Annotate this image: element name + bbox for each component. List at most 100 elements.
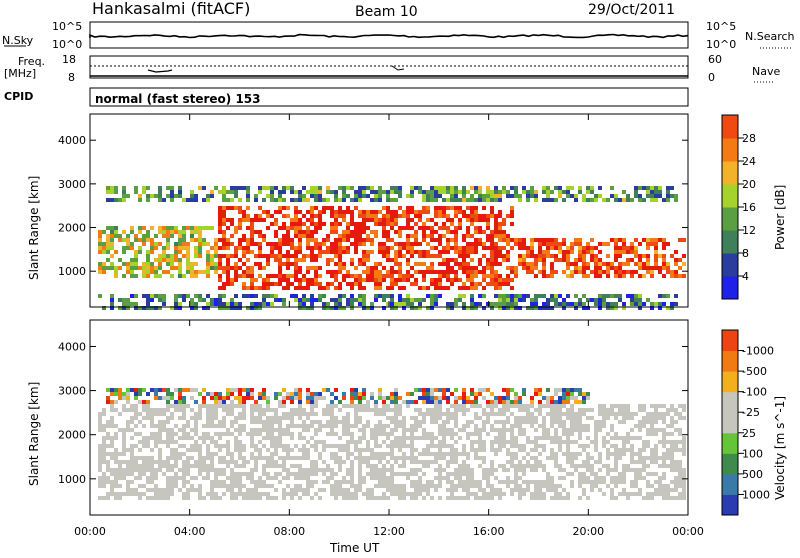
power-cell — [238, 238, 242, 242]
power-cell — [130, 294, 134, 298]
velocity-cell — [418, 484, 422, 488]
power-cell — [286, 242, 290, 246]
velocity-cell — [102, 436, 106, 440]
power-cell — [294, 226, 298, 230]
power-cell — [278, 278, 282, 282]
power-cell — [162, 250, 166, 254]
velocity-cell — [214, 392, 218, 396]
velocity-cell — [214, 452, 218, 456]
velocity-cell — [450, 484, 454, 488]
velocity-cell — [494, 420, 498, 424]
velocity-cell — [298, 476, 302, 480]
power-cell — [582, 198, 586, 202]
power-cell — [154, 242, 158, 246]
power-cell — [654, 250, 658, 254]
power-cell — [98, 234, 102, 238]
power-cell — [358, 194, 362, 198]
power-cell — [250, 270, 254, 274]
power-cell — [470, 258, 474, 262]
power-cell — [634, 250, 638, 254]
velocity-cell — [418, 488, 422, 492]
power-cell — [410, 226, 414, 230]
velocity-cell — [642, 448, 646, 452]
velocity-cell — [478, 388, 482, 392]
power-cell — [518, 258, 522, 262]
velocity-cell — [266, 496, 270, 500]
power-cell — [430, 306, 434, 310]
power-cell — [426, 254, 430, 258]
velocity-cell — [158, 488, 162, 492]
power-cell — [586, 246, 590, 250]
power-cell — [498, 294, 502, 298]
velocity-cell — [134, 404, 138, 408]
power-cell — [498, 226, 502, 230]
velocity-cell — [618, 436, 622, 440]
velocity-cell — [306, 392, 310, 396]
velocity-cell — [334, 452, 338, 456]
velocity-cell — [450, 488, 454, 492]
power-cell — [386, 198, 390, 202]
velocity-cell — [206, 464, 210, 468]
velocity-cell — [398, 404, 402, 408]
velocity-cell — [478, 416, 482, 420]
power-cell — [338, 282, 342, 286]
power-cell — [522, 262, 526, 266]
power-cell — [446, 274, 450, 278]
power-colorbar-swatch — [722, 161, 738, 185]
power-cell — [446, 262, 450, 266]
power-colorbar-swatch — [722, 184, 738, 208]
power-cell — [582, 302, 586, 306]
power-cell — [194, 250, 198, 254]
power-cell — [414, 230, 418, 234]
power-cell — [342, 238, 346, 242]
velocity-cell — [238, 400, 242, 404]
power-cell — [226, 198, 230, 202]
velocity-cell — [474, 404, 478, 408]
power-cell — [246, 258, 250, 262]
power-cell — [610, 238, 614, 242]
power-cell — [134, 254, 138, 258]
velocity-cell — [638, 448, 642, 452]
velocity-cell — [626, 408, 630, 412]
velocity-cell — [514, 468, 518, 472]
velocity-cell — [302, 444, 306, 448]
velocity-cell — [330, 476, 334, 480]
velocity-cell — [186, 456, 190, 460]
power-cell — [298, 306, 302, 310]
power-cell — [282, 198, 286, 202]
velocity-cell — [302, 492, 306, 496]
power-cell — [614, 242, 618, 246]
velocity-cell — [230, 388, 234, 392]
velocity-cell — [366, 448, 370, 452]
power-cell — [134, 262, 138, 266]
power-cell — [470, 206, 474, 210]
velocity-cell — [430, 396, 434, 400]
velocity-cell — [430, 436, 434, 440]
power-cell — [190, 238, 194, 242]
velocity-cell — [222, 460, 226, 464]
velocity-cell — [314, 492, 318, 496]
velocity-cell — [206, 420, 210, 424]
power-cell — [638, 194, 642, 198]
power-cell — [310, 214, 314, 218]
freq-tick-top: 18 — [62, 53, 76, 66]
power-cell — [194, 226, 198, 230]
velocity-cell — [230, 492, 234, 496]
velocity-cell — [514, 488, 518, 492]
power-cell — [434, 222, 438, 226]
power-cell — [114, 226, 118, 230]
velocity-cell — [230, 488, 234, 492]
velocity-cell — [350, 484, 354, 488]
power-cell — [114, 230, 118, 234]
power-cell — [274, 198, 278, 202]
power-cell — [142, 262, 146, 266]
power-cell — [350, 218, 354, 222]
power-cell — [522, 294, 526, 298]
velocity-cell — [306, 492, 310, 496]
velocity-cell — [242, 484, 246, 488]
power-cell — [406, 246, 410, 250]
velocity-cell — [618, 452, 622, 456]
velocity-cell — [582, 396, 586, 400]
power-cell — [322, 306, 326, 310]
